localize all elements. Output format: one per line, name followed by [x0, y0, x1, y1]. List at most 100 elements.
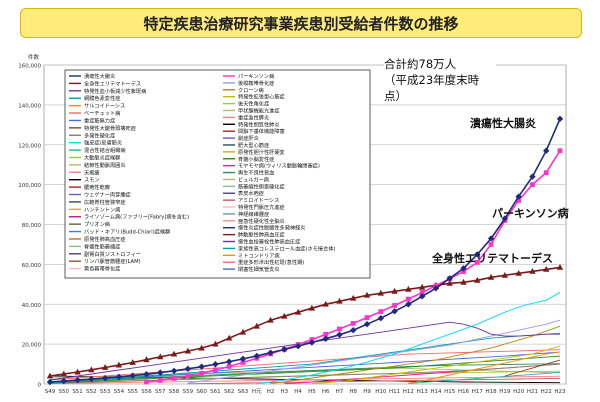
data-point [225, 334, 233, 341]
legend-label: ライソゾーム病(ファブリー[Fabry]病を含む) [84, 213, 189, 221]
data-point [543, 147, 550, 154]
legend-label: 表皮水疱症 [238, 189, 264, 197]
y-tick-label: 80,000 [22, 223, 42, 229]
data-point [267, 349, 274, 356]
data-point [350, 294, 357, 301]
legend-label: リンパ脈管筋腫症(LAM) [84, 257, 141, 265]
x-tick-label: H19 [499, 389, 511, 395]
data-point [364, 315, 370, 321]
data-point [157, 378, 163, 383]
series-特発性拡張型心筋症 [311, 345, 561, 385]
y-tick-label: 140,000 [18, 103, 41, 109]
data-point [350, 326, 357, 334]
data-point [460, 265, 467, 272]
legend-label: 慢性炎症性脱髄性多発神経炎 [238, 224, 305, 232]
series-天疱瘡 [49, 375, 561, 385]
data-point [144, 379, 149, 385]
data-point [308, 304, 316, 311]
legend-label: バッド・キアリ(Budd-Chiari)症候群 [84, 228, 170, 236]
data-point [267, 316, 274, 323]
series-line [504, 359, 561, 377]
x-tick-label: S60 [196, 389, 207, 395]
legend-label: 筋萎縮性側索硬化症 [238, 182, 285, 190]
y-tick-label: 0 [38, 383, 42, 389]
x-tick-label: S53 [100, 389, 111, 395]
data-point [377, 315, 385, 322]
data-point [474, 276, 481, 283]
series-line [408, 371, 561, 384]
legend-label: ミトコンドリア病 [238, 251, 280, 259]
data-point [171, 376, 177, 381]
data-point [184, 365, 192, 373]
series-line [256, 291, 561, 385]
data-point [556, 263, 564, 270]
legend-label: 劇症肝炎 [238, 134, 259, 142]
y-axis-label: 件数 [28, 53, 40, 61]
callout-ulcerative-colitis: 潰瘍性大腸炎 [470, 117, 536, 130]
legend-label: サルコイドーシス [84, 103, 125, 110]
page-title: 特定疾患治療研究事業疾患別受給者件数の推移 [20, 8, 582, 38]
data-point [487, 235, 495, 242]
legend-label: ビュルガー病 [238, 175, 269, 183]
series-潰瘍性大腸炎 [46, 115, 564, 386]
x-tick-label: S59 [183, 389, 194, 395]
data-point [432, 285, 440, 292]
data-point [60, 370, 67, 377]
data-point [213, 367, 218, 373]
x-tick-label: H14 [430, 389, 442, 395]
series-line [187, 377, 561, 385]
series-line [49, 321, 560, 381]
legend-label: 再生不良性貧血 [238, 169, 274, 177]
total-note-line1: 合計約78万人 [384, 57, 457, 71]
legend-label: 天疱瘡 [84, 168, 100, 176]
legend-label: 原発性胆汁性肝硬変 [238, 148, 285, 156]
data-point [129, 372, 136, 379]
y-axis: 0 20,000 40,000 60,000 80,000 100,000 120,000 1… [18, 53, 41, 389]
x-tick-label: H7 [336, 389, 344, 395]
x-tick-label: S55 [127, 389, 138, 395]
legend-label: 原発性肺高血圧症 [84, 235, 126, 243]
data-point [157, 353, 164, 360]
legend-label: 間脳下垂体機能障害 [238, 127, 285, 135]
x-tick-label: S56 [141, 389, 152, 395]
x-tick-label: S62 [224, 389, 235, 395]
x-tick-label: S61 [210, 389, 221, 395]
legend-label: モヤモヤ病(ウィリス動脈輪閉塞症) [238, 162, 320, 170]
x-tick-label: H8 [349, 389, 357, 395]
legend-label: スモン [84, 177, 100, 184]
x-tick-label: H16 [458, 389, 470, 395]
legend-label: 特発性間質性肺炎 [238, 120, 280, 128]
data-point [460, 278, 467, 285]
data-point [488, 242, 494, 247]
series-特発性大腿骨頭壊死症 [504, 359, 561, 377]
series-line [311, 345, 561, 385]
data-point [308, 339, 316, 346]
data-point [115, 361, 123, 368]
data-point [212, 340, 219, 347]
data-point [515, 269, 522, 276]
data-point [322, 300, 329, 307]
legend-label: 脊髄小脳変性症 [238, 155, 274, 163]
legend-label: アミロイドーシス [238, 197, 279, 204]
data-point [516, 198, 522, 203]
legend: 潰瘍性大腸炎全身性エリテマトーデス特発性血小板減少性紫斑病網膜色素変性症サルコイ… [64, 69, 371, 279]
data-point [281, 312, 288, 319]
x-tick-label: H22 [541, 389, 552, 395]
legend-label: 特発性拡張型心筋症 [238, 93, 285, 101]
legend-label: 潰瘍性大腸炎 [84, 72, 115, 80]
data-point [157, 369, 164, 376]
data-point [143, 356, 150, 363]
data-point [294, 308, 302, 315]
series-layer [46, 115, 564, 386]
x-tick-label: S52 [86, 389, 97, 395]
x-tick-label: H21 [527, 389, 538, 395]
x-tick-label: S54 [114, 389, 125, 395]
legend-label: 重症多形滲出性紅斑(急性期) [238, 258, 304, 266]
legend-label: プリオン病 [84, 220, 110, 228]
data-point [418, 283, 426, 290]
callout-sle: 全身性エリテマトーデス [432, 252, 553, 265]
data-point [530, 182, 535, 188]
data-point [239, 355, 247, 363]
series-後縦靱帯骨化症 [187, 319, 561, 384]
data-point [363, 320, 371, 328]
